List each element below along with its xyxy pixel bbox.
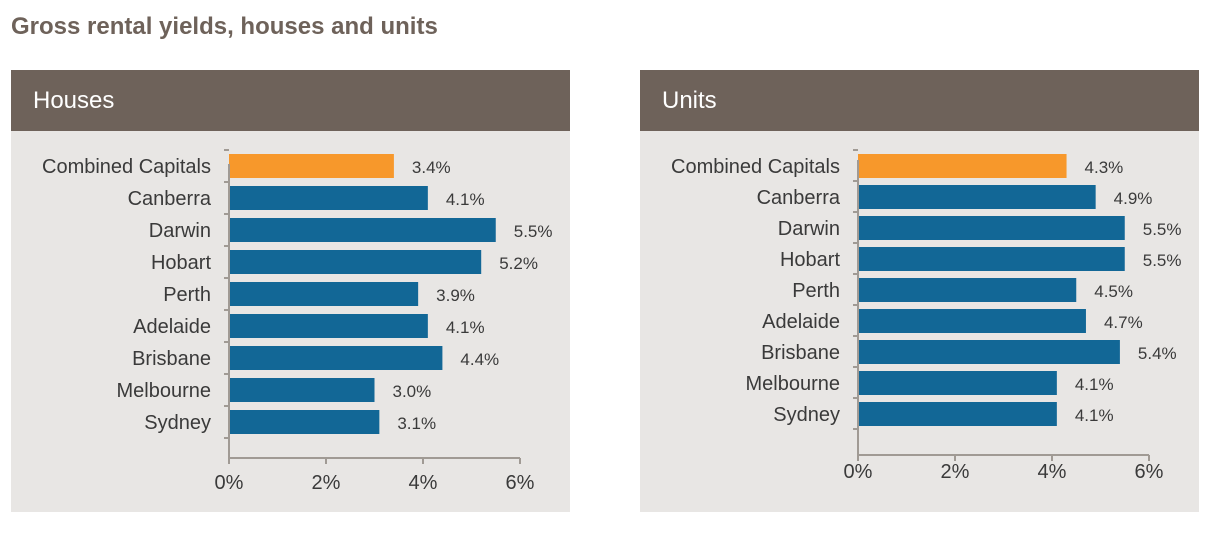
units-bar (858, 247, 1125, 271)
houses-bar (229, 154, 394, 178)
units-bar-chart: Combined Capitals 4.3% Canberra 4.9% Darwin 5… (671, 149, 1182, 483)
houses-bar (229, 410, 380, 434)
units-category-label: Combined Capitals (671, 156, 840, 178)
houses-bar (229, 346, 443, 370)
houses-category-label: Melbourne (116, 380, 211, 402)
houses-value-label: 3.0% (393, 382, 432, 401)
houses-chart-title: Houses (11, 70, 570, 131)
houses-chart-panel: Houses Combined Capitals 3.4% Canberra 4.1%… (11, 70, 570, 512)
units-category-label: Darwin (778, 218, 840, 240)
houses-category-label: Darwin (149, 220, 211, 242)
houses-bar (229, 250, 482, 274)
units-bar (858, 185, 1096, 209)
units-bar (858, 216, 1125, 240)
units-category-label: Hobart (780, 249, 840, 271)
houses-value-label: 3.1% (397, 414, 436, 433)
houses-value-label: 3.4% (412, 158, 451, 177)
houses-value-label: 5.2% (499, 254, 538, 273)
houses-bar (229, 218, 496, 242)
units-category-label: Brisbane (761, 342, 840, 364)
units-bar (858, 309, 1086, 333)
units-chart-panel: Units Combined Capitals 4.3% Canberra 4.9% D… (640, 70, 1199, 512)
houses-category-label: Hobart (151, 252, 211, 274)
units-category-label: Adelaide (762, 311, 840, 333)
units-value-label: 5.5% (1143, 251, 1182, 270)
houses-category-label: Canberra (128, 188, 212, 210)
houses-category-label: Adelaide (133, 316, 211, 338)
units-x-tick-label: 2% (941, 461, 970, 483)
houses-bar (229, 314, 428, 338)
houses-category-label: Brisbane (132, 348, 211, 370)
units-bar (858, 154, 1067, 178)
units-value-label: 5.5% (1143, 220, 1182, 239)
houses-x-tick-label: 0% (215, 472, 244, 494)
houses-bar-chart: Combined Capitals 3.4% Canberra 4.1% Darwin 5… (42, 149, 553, 494)
houses-bar (229, 378, 375, 402)
units-category-label: Perth (792, 280, 840, 302)
units-value-label: 4.9% (1114, 189, 1153, 208)
houses-x-tick-label: 6% (506, 472, 535, 494)
units-value-label: 4.5% (1094, 282, 1133, 301)
units-value-label: 4.1% (1075, 375, 1114, 394)
houses-value-label: 4.4% (460, 350, 499, 369)
units-category-label: Melbourne (745, 373, 840, 395)
houses-value-label: 5.5% (514, 222, 553, 241)
units-bar (858, 402, 1057, 426)
units-value-label: 5.4% (1138, 344, 1177, 363)
units-chart-title: Units (640, 70, 1199, 131)
houses-x-tick-label: 4% (409, 472, 438, 494)
houses-value-label: 4.1% (446, 318, 485, 337)
houses-bar (229, 282, 419, 306)
units-value-label: 4.7% (1104, 313, 1143, 332)
units-x-tick-label: 4% (1038, 461, 1067, 483)
houses-x-tick-label: 2% (312, 472, 341, 494)
units-category-label: Canberra (757, 187, 841, 209)
units-value-label: 4.3% (1085, 158, 1124, 177)
houses-value-label: 3.9% (436, 286, 475, 305)
units-x-tick-label: 6% (1135, 461, 1164, 483)
units-bar (858, 340, 1120, 364)
houses-category-label: Sydney (144, 412, 211, 434)
units-x-tick-label: 0% (844, 461, 873, 483)
houses-category-label: Perth (163, 284, 211, 306)
units-bar (858, 371, 1057, 395)
houses-category-label: Combined Capitals (42, 156, 211, 178)
units-category-label: Sydney (773, 404, 840, 426)
houses-value-label: 4.1% (446, 190, 485, 209)
units-value-label: 4.1% (1075, 406, 1114, 425)
page-title: Gross rental yields, houses and units (11, 13, 438, 40)
units-bar (858, 278, 1077, 302)
houses-bar (229, 186, 428, 210)
